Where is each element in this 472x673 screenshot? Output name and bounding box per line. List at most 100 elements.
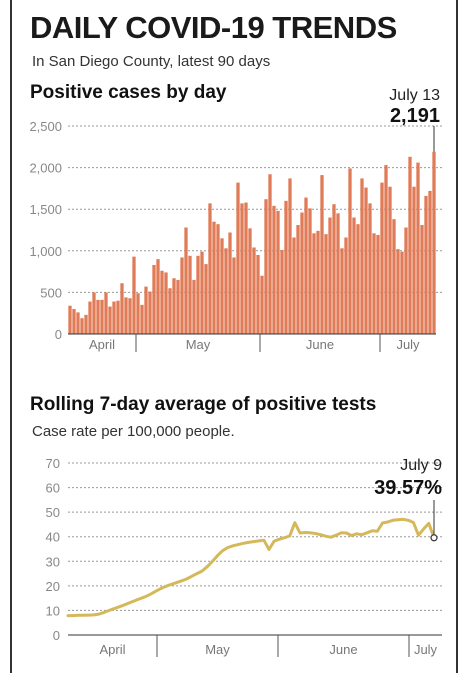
bar [280,249,284,334]
cases-chart-title: Positive cases by day [30,82,227,103]
annotation-point [430,534,438,542]
bar [400,251,404,334]
y-tick-label: 50 [46,505,60,520]
bar [112,301,116,334]
bar [180,257,184,334]
bar [168,288,172,334]
page-subtitle: In San Diego County, latest 90 days [32,53,271,70]
bar [284,200,288,334]
month-label: April [89,337,115,352]
bar [312,233,316,334]
month-label: June [329,642,357,657]
month-label: May [186,337,211,352]
bar [344,237,348,334]
rate-line-chart: 0 10 20 30 40 50 60 70 April May June July July 9 39.… [46,456,442,657]
annotation-value: 2,191 [390,105,440,127]
bar [212,221,216,334]
bar [432,151,436,334]
bar [116,300,120,334]
bar [292,237,296,334]
bar [256,254,260,334]
bar [100,299,104,334]
month-label: April [99,642,125,657]
bar [276,210,280,334]
bar [320,175,324,334]
bar [336,213,340,334]
bar [308,208,312,334]
bar [128,298,132,334]
bar [412,186,416,334]
month-label: June [306,337,334,352]
bar [184,227,188,334]
bar [80,318,84,334]
annotation-value: 39.57% [374,477,442,499]
bar [248,228,252,334]
bar [68,305,72,334]
bar [328,217,332,334]
annotation-date: July 13 [389,87,440,104]
month-label: July [414,642,438,657]
bar [84,314,88,334]
bar [368,203,372,334]
bar [200,251,204,334]
bar [148,291,152,334]
bar [260,275,264,334]
bar [72,309,76,334]
bar [96,299,100,334]
bar [392,219,396,334]
bar [428,190,432,334]
bar [380,182,384,334]
bar [120,283,124,334]
bar [132,256,136,334]
bar [348,168,352,334]
y-tick-label: 500 [40,285,62,300]
bar [352,217,356,334]
bar [404,227,408,334]
bar [232,257,236,334]
bar [192,279,196,334]
bar [340,248,344,334]
y-tick-label: 60 [46,481,60,496]
bar [304,197,308,334]
bar [156,259,160,334]
bar [88,301,92,334]
bar [216,224,220,334]
bar [420,225,424,334]
y-tick-label: 40 [46,530,60,545]
y-tick-label: 2,000 [29,161,62,176]
y-tick-label: 0 [55,327,62,342]
y-tick-label: 20 [46,579,60,594]
rate-chart-title: Rolling 7-day average of positive tests [30,394,377,415]
bar [140,304,144,334]
bar [296,225,300,334]
bar [228,232,232,334]
y-tick-label: 2,500 [29,119,62,134]
bar [188,255,192,334]
y-tick-label: 30 [46,554,60,569]
bar [208,203,212,334]
graphic-frame: DAILY COVID-19 TRENDS In San Diego Count… [10,0,458,673]
bar [240,203,244,334]
bar [272,205,276,334]
bar [172,278,176,334]
bar [372,233,376,334]
bar [384,165,388,334]
bar [220,238,224,334]
y-tick-label: 10 [46,603,60,618]
bar [268,174,272,334]
bar [176,279,180,334]
rate-line [66,517,436,618]
bar [316,230,320,334]
bar [76,312,80,334]
bar [164,272,168,334]
bar [324,234,328,334]
bar [264,199,268,334]
bar [92,292,96,334]
month-label: May [205,642,230,657]
cases-bar-chart: 0 500 1,000 1,500 2,000 2,500 April May June July… [29,87,442,352]
bar [144,286,148,334]
bar [332,204,336,334]
bar [364,187,368,334]
bar [136,293,140,334]
bar [388,186,392,334]
